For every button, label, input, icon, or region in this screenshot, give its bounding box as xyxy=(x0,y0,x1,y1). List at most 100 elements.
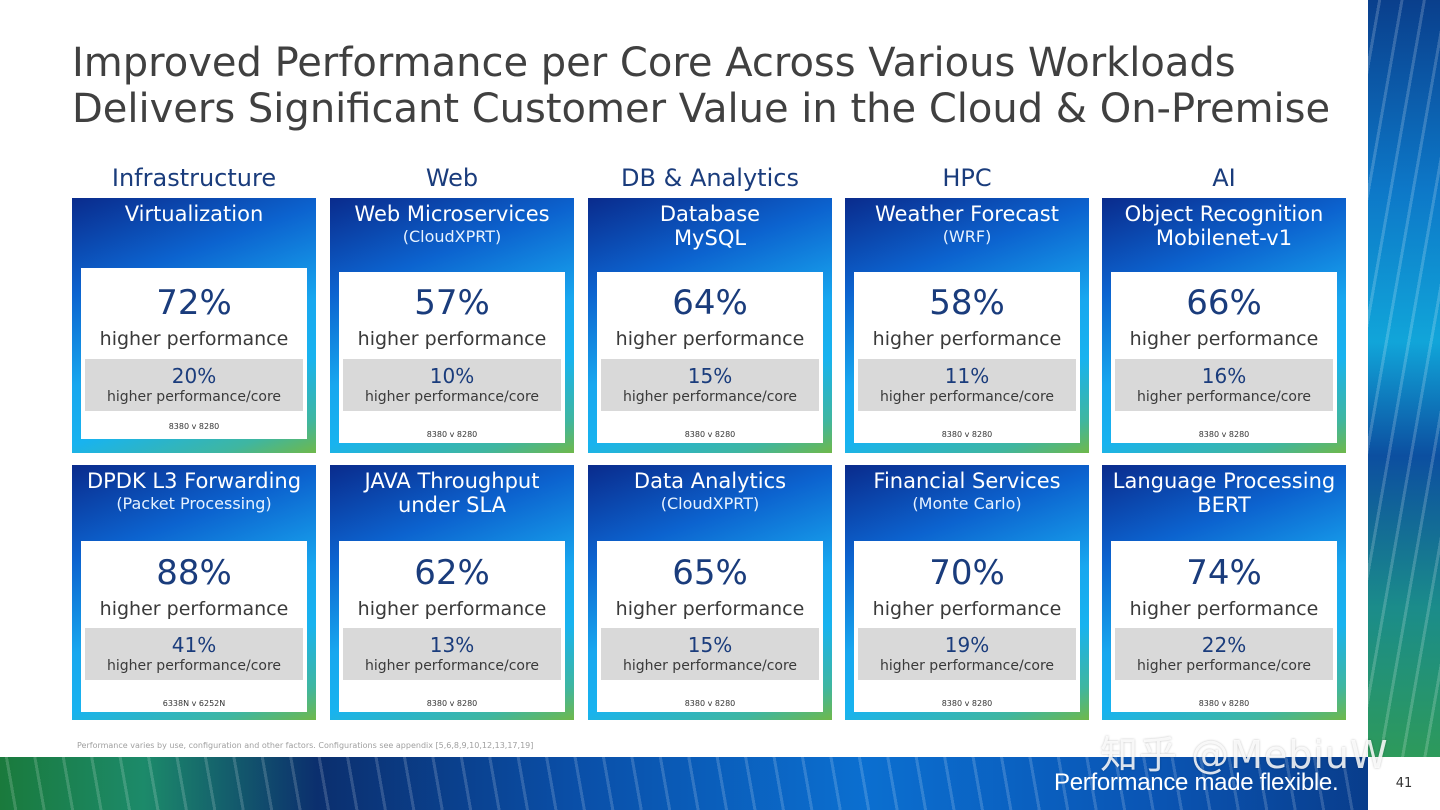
performance-percent: 58% xyxy=(929,283,1005,323)
performance-label: higher performance xyxy=(357,328,547,350)
per-core-box: 13% higher performance/core xyxy=(343,628,561,680)
card-header: Object Recognition Mobilenet-v1 xyxy=(1102,202,1346,250)
per-core-label: higher performance/core xyxy=(622,658,798,674)
card-body: 70% higher performance 19% higher perfor… xyxy=(854,541,1080,712)
per-core-percent: 15% xyxy=(687,364,733,388)
category-infrastructure: Infrastructure xyxy=(111,164,277,192)
card-weather-forecast: Weather Forecast (WRF) 58% higher perfor… xyxy=(845,198,1089,453)
card-title: Language Processing xyxy=(1112,469,1336,493)
config-note: 8380 v 8280 xyxy=(426,699,478,708)
performance-label: higher performance xyxy=(99,598,289,620)
card-title: Weather Forecast xyxy=(875,202,1059,226)
performance-label: higher performance xyxy=(99,328,289,350)
category-db-analytics: DB & Analytics xyxy=(621,164,799,192)
slide-title-line-2: Delivers Significant Customer Value in t… xyxy=(72,86,1331,132)
card-title: Financial Services xyxy=(873,469,1061,493)
performance-percent: 66% xyxy=(1186,283,1262,323)
performance-percent: 88% xyxy=(156,553,232,593)
card-header: Web Microservices (CloudXPRT) xyxy=(330,202,574,248)
per-core-box: 15% higher performance/core xyxy=(601,359,819,411)
performance-percent: 72% xyxy=(156,283,232,323)
card-java-throughput: JAVA Throughput under SLA 62% higher per… xyxy=(330,465,574,720)
card-body: 58% higher performance 11% higher perfor… xyxy=(854,272,1080,443)
per-core-box: 41% higher performance/core xyxy=(85,628,303,680)
per-core-box: 16% higher performance/core xyxy=(1115,359,1333,411)
config-note: 8380 v 8280 xyxy=(941,430,993,439)
decorative-bottom-band xyxy=(0,757,1440,810)
per-core-label: higher performance/core xyxy=(1136,658,1312,674)
card-web-microservices: Web Microservices (CloudXPRT) 57% higher… xyxy=(330,198,574,453)
per-core-percent: 10% xyxy=(429,364,475,388)
performance-label: higher performance xyxy=(872,598,1062,620)
per-core-percent: 16% xyxy=(1201,364,1247,388)
card-dpdk-l3-forwarding: DPDK L3 Forwarding (Packet Processing) 8… xyxy=(72,465,316,720)
config-note: 8380 v 8280 xyxy=(426,430,478,439)
category-hpc: HPC xyxy=(942,164,992,192)
card-body: 62% higher performance 13% higher perfor… xyxy=(339,541,565,712)
card-subtitle: (Packet Processing) xyxy=(116,494,272,513)
performance-percent: 62% xyxy=(414,553,490,593)
card-title: Web Microservices xyxy=(354,202,550,226)
config-note: 6338N v 6252N xyxy=(162,699,226,708)
per-core-box: 10% higher performance/core xyxy=(343,359,561,411)
card-title: Data Analytics xyxy=(633,469,787,493)
card-body: 88% higher performance 41% higher perfor… xyxy=(81,541,307,712)
per-core-label: higher performance/core xyxy=(364,389,540,405)
card-subtitle: (Monte Carlo) xyxy=(912,494,1022,513)
per-core-percent: 20% xyxy=(171,364,217,388)
per-core-box: 19% higher performance/core xyxy=(858,628,1076,680)
card-title: DPDK L3 Forwarding xyxy=(86,469,302,493)
performance-percent: 57% xyxy=(414,283,490,323)
card-title: Database xyxy=(659,202,761,226)
card-body: 65% higher performance 15% higher perfor… xyxy=(597,541,823,712)
performance-label: higher performance xyxy=(615,598,805,620)
performance-label: higher performance xyxy=(1129,598,1319,620)
per-core-label: higher performance/core xyxy=(106,389,282,405)
card-subtitle: Mobilenet-v1 xyxy=(1155,226,1293,250)
per-core-label: higher performance/core xyxy=(879,658,1055,674)
performance-percent: 74% xyxy=(1186,553,1262,593)
per-core-box: 15% higher performance/core xyxy=(601,628,819,680)
card-body: 72% higher performance 20% higher perfor… xyxy=(81,268,307,439)
performance-label: higher performance xyxy=(1129,328,1319,350)
card-database-mysql: Database MySQL 64% higher performance 15… xyxy=(588,198,832,453)
card-object-recognition: Object Recognition Mobilenet-v1 66% high… xyxy=(1102,198,1346,453)
card-subtitle: (CloudXPRT) xyxy=(660,494,760,513)
card-subtitle: BERT xyxy=(1197,493,1251,517)
performance-percent: 70% xyxy=(929,553,1005,593)
card-subtitle: under SLA xyxy=(397,493,507,517)
card-body: 66% higher performance 16% higher perfor… xyxy=(1111,272,1337,443)
category-ai: AI xyxy=(1212,164,1236,192)
category-web: Web xyxy=(425,164,479,192)
per-core-box: 20% higher performance/core xyxy=(85,359,303,411)
slide-title: Improved Performance per Core Across Var… xyxy=(72,40,1330,132)
per-core-percent: 22% xyxy=(1201,633,1247,657)
card-title: Virtualization xyxy=(124,202,264,226)
performance-label: higher performance xyxy=(615,328,805,350)
card-subtitle: (WRF) xyxy=(942,227,992,246)
per-core-label: higher performance/core xyxy=(622,389,798,405)
page-number-box xyxy=(1368,757,1440,810)
card-header: Data Analytics (CloudXPRT) xyxy=(588,469,832,515)
card-body: 57% higher performance 10% higher perfor… xyxy=(339,272,565,443)
watermark: 知乎 @MebiuW xyxy=(1100,733,1389,777)
card-body: 64% higher performance 15% higher perfor… xyxy=(597,272,823,443)
slide-title-line-1: Improved Performance per Core Across Var… xyxy=(72,40,1236,86)
card-header: Database MySQL xyxy=(588,202,832,250)
config-note: 8380 v 8280 xyxy=(168,422,220,431)
performance-percent: 64% xyxy=(672,283,748,323)
card-header: JAVA Throughput under SLA xyxy=(330,469,574,517)
config-note: 8380 v 8280 xyxy=(684,430,736,439)
per-core-box: 22% higher performance/core xyxy=(1115,628,1333,680)
card-header: DPDK L3 Forwarding (Packet Processing) xyxy=(72,469,316,515)
card-header: Weather Forecast (WRF) xyxy=(845,202,1089,248)
card-body: 74% higher performance 22% higher perfor… xyxy=(1111,541,1337,712)
card-language-processing: Language Processing BERT 74% higher perf… xyxy=(1102,465,1346,720)
performance-label: higher performance xyxy=(357,598,547,620)
card-header: Language Processing BERT xyxy=(1102,469,1346,517)
per-core-percent: 41% xyxy=(171,633,217,657)
card-title: JAVA Throughput xyxy=(364,469,540,493)
performance-label: higher performance xyxy=(872,328,1062,350)
card-data-analytics: Data Analytics (CloudXPRT) 65% higher pe… xyxy=(588,465,832,720)
card-subtitle: (CloudXPRT) xyxy=(402,227,502,246)
